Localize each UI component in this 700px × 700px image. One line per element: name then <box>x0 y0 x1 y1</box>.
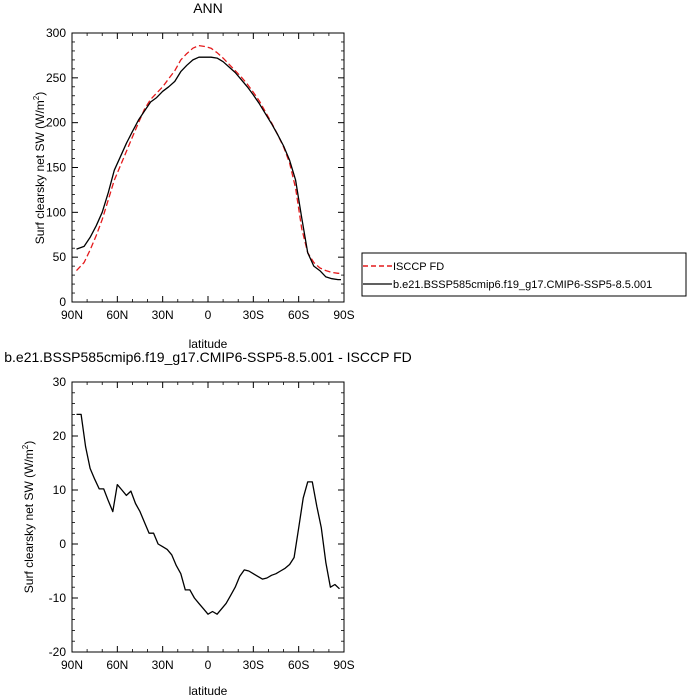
bottom-y-tick-label: 30 <box>53 375 67 389</box>
bottom-y-axis-label-close: ) <box>22 441 36 445</box>
bottom-y-tick-label: -20 <box>49 645 67 659</box>
bottom-y-tick-label: 10 <box>53 483 67 497</box>
bottom-ticks <box>71 381 345 653</box>
bottom-y-tick-label: 20 <box>53 429 67 443</box>
bottom-x-tick-label: 30N <box>152 658 174 672</box>
bottom-y-tick-label: 0 <box>59 537 66 551</box>
legend: ISCCP FD b.e21.BSSP585cmip6.f19_g17.CMIP… <box>361 252 687 297</box>
top-y-tick-label: 300 <box>46 26 66 40</box>
top-x-tick-label: 60S <box>288 308 309 322</box>
top-y-axis-label-text: Surf clearsky net SW (W/m <box>33 100 47 244</box>
top-y-axis-label: Surf clearsky net SW (W/m2) <box>32 92 47 244</box>
top-chart-title: ANN <box>193 0 223 16</box>
bottom-x-tick-label: 0 <box>205 658 212 672</box>
top-y-tick-labels: 0 50 100 150 200 250 300 <box>46 26 66 309</box>
top-x-tick-label: 90S <box>333 308 354 322</box>
top-y-tick-label: 100 <box>46 205 66 219</box>
top-y-axis-label-exp: 2 <box>32 95 41 100</box>
bottom-x-axis-label: latitude <box>189 684 228 698</box>
bottom-chart: b.e21.BSSP585cmip6.f19_g17.CMIP6-SSP5-8.… <box>4 349 412 698</box>
bottom-series-line-difference <box>76 413 340 615</box>
top-x-tick-label: 30S <box>243 308 264 322</box>
top-y-tick-label: 0 <box>59 295 66 309</box>
legend-label-model: b.e21.BSSP585cmip6.f19_g17.CMIP6-SSP5-8.… <box>393 279 652 291</box>
top-y-tick-label: 250 <box>46 71 66 85</box>
top-plot-frame <box>71 32 345 303</box>
top-ticks <box>71 32 345 303</box>
top-series-lines <box>76 44 341 281</box>
top-y-tick-label: 200 <box>46 116 66 130</box>
top-x-tick-label: 30N <box>152 308 174 322</box>
legend-box <box>361 252 687 297</box>
top-x-tick-label: 90N <box>61 308 83 322</box>
bottom-x-tick-label: 90N <box>61 658 83 672</box>
top-series-line-isccp <box>76 44 341 274</box>
top-series-line-model <box>76 56 341 281</box>
bottom-chart-title: b.e21.BSSP585cmip6.f19_g17.CMIP6-SSP5-8.… <box>4 349 412 365</box>
bottom-x-tick-label: 60S <box>288 658 309 672</box>
bottom-x-tick-labels: 90N 60N 30N 0 30S 60S 90S <box>61 658 355 672</box>
top-x-axis-label: latitude <box>189 337 228 351</box>
bottom-y-axis-label-text: Surf clearsky net SW (W/m <box>22 449 36 593</box>
bottom-y-tick-labels: -20 -10 0 10 20 30 <box>49 375 67 659</box>
legend-label-isccp: ISCCP FD <box>393 261 444 273</box>
bottom-x-tick-label: 30S <box>243 658 264 672</box>
bottom-y-axis-label-exp: 2 <box>21 444 30 449</box>
bottom-y-tick-label: -10 <box>49 591 67 605</box>
top-y-tick-label: 50 <box>53 250 67 264</box>
top-x-tick-labels: 90N 60N 30N 0 30S 60S 90S <box>61 308 355 322</box>
top-y-tick-label: 150 <box>46 161 66 175</box>
top-y-axis-label-close: ) <box>33 92 47 96</box>
bottom-series-lines <box>76 413 340 615</box>
top-x-tick-label: 0 <box>205 308 212 322</box>
top-x-tick-label: 60N <box>106 308 128 322</box>
bottom-y-axis-label: Surf clearsky net SW (W/m2) <box>21 441 36 593</box>
bottom-x-tick-label: 60N <box>106 658 128 672</box>
bottom-x-tick-label: 90S <box>333 658 354 672</box>
bottom-plot-frame <box>71 381 345 653</box>
